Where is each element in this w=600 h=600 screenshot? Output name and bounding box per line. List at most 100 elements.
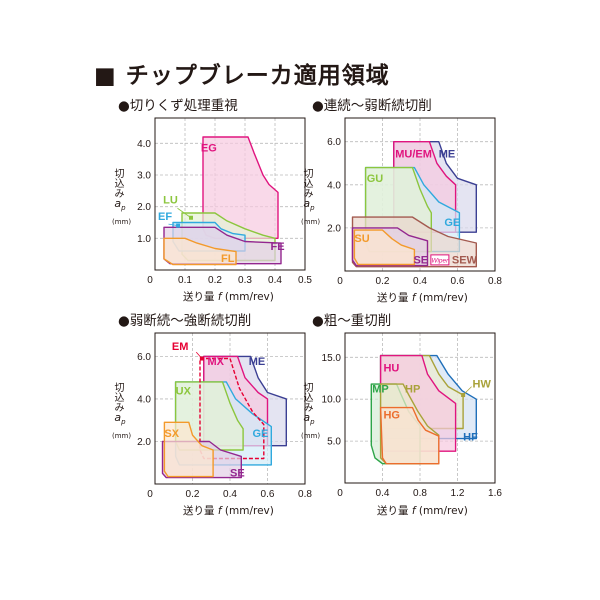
- region-label-ge: GE: [444, 217, 460, 229]
- region-label-ge: GE: [253, 428, 269, 440]
- x-axis-label-text: 送り量: [377, 292, 409, 304]
- region-label-ef: EF: [158, 211, 172, 223]
- y-tick-label: 6.0: [327, 137, 341, 148]
- x-tick-label: 0.6: [261, 489, 275, 500]
- y-tick-label: 4.0: [137, 139, 151, 150]
- leader-dot: [176, 223, 181, 228]
- plot-frame: [344, 117, 496, 272]
- region-label-hf: HF: [463, 431, 478, 443]
- y-axis-variable: ap: [114, 411, 126, 427]
- y-tick-label: 2.0: [137, 437, 151, 448]
- y-axis-label: 切込み ap (mm): [112, 168, 132, 228]
- x-tick-label: 0.4: [268, 275, 282, 286]
- x-tick-label: 0.8: [488, 276, 502, 287]
- y-tick-label: 3.0: [137, 171, 151, 182]
- y-axis-variable-subscript: p: [121, 204, 126, 213]
- chart-title: ●弱断続～強断続切削: [118, 313, 252, 329]
- y-axis-unit: (mm): [301, 432, 321, 441]
- y-axis-label: 切込み ap (mm): [301, 382, 321, 442]
- y-tick-label: 2.0: [137, 202, 151, 213]
- region-label-fl: FL: [221, 253, 235, 265]
- x-tick-label: 1.6: [488, 488, 502, 499]
- region-label-eg: EG: [201, 142, 217, 154]
- y-axis-unit: (mm): [112, 432, 132, 441]
- y-axis-variable: ap: [303, 411, 315, 427]
- x-tick-label: 0.4: [223, 489, 237, 500]
- x-tick-label: 0.6: [451, 276, 465, 287]
- chart-title: ●切りくず処理重視: [118, 98, 238, 114]
- region-label-sew: SEW: [452, 254, 478, 266]
- region-label-mx: MX: [208, 356, 225, 368]
- x-tick-label: 0.8: [413, 488, 427, 499]
- x-axis-label: 送り量 f (mm/rev): [183, 503, 274, 518]
- y-axis-label-text: 切込み: [112, 168, 123, 198]
- x-axis-unit: (mm/rev): [418, 292, 468, 304]
- region-label-se: SE: [413, 254, 428, 266]
- region-label-lu: LU: [163, 195, 178, 207]
- y-tick-label: 1.0: [137, 234, 151, 245]
- plot-frame: [154, 332, 306, 485]
- region-label-sx: SX: [164, 428, 179, 440]
- x-tick-label: 0.4: [413, 276, 427, 287]
- y-axis-label-text: 切込み: [112, 382, 123, 412]
- x-axis-variable: f: [217, 505, 222, 517]
- x-tick-label: 0.2: [186, 489, 200, 500]
- x-tick-label: 0.8: [298, 489, 312, 500]
- x-tick-label: 0.3: [238, 275, 252, 286]
- leader-dot: [199, 356, 204, 361]
- region-label-hp: HP: [405, 383, 420, 395]
- x-tick-label: 1.2: [451, 488, 465, 499]
- x-tick-label: 0.2: [376, 276, 390, 287]
- y-tick-label: 10.0: [322, 395, 342, 406]
- x-tick-label: 0.2: [208, 275, 222, 286]
- region-label-mu-em: MU/EM: [395, 149, 432, 161]
- region-label-hg: HG: [383, 409, 400, 421]
- wiper-badge: [430, 254, 450, 266]
- x-tick-label: 0.1: [178, 275, 192, 286]
- x-axis-label: 送り量 f (mm/rev): [377, 503, 468, 518]
- x-axis-label-text: 送り量: [183, 505, 215, 517]
- region-label-su: SU: [354, 233, 369, 245]
- x-axis-unit: (mm/rev): [418, 505, 468, 517]
- y-axis-label-text: 切込み: [301, 382, 312, 412]
- chart-title: ●粗～重切削: [312, 313, 392, 329]
- region-label-em: EM: [172, 341, 189, 353]
- region-label-hu: HU: [383, 363, 399, 375]
- x-axis-unit: (mm/rev): [224, 505, 274, 517]
- x-tick-label: 0: [147, 275, 153, 286]
- y-axis-unit: (mm): [301, 218, 321, 227]
- leader-dot: [461, 393, 466, 398]
- region-label-hw: HW: [473, 378, 492, 390]
- x-tick-label: 0: [337, 276, 343, 287]
- y-tick-label: 4.0: [327, 180, 341, 191]
- x-tick-label: 0.5: [298, 275, 312, 286]
- y-axis-label-text: 切込み: [301, 168, 312, 198]
- chart-title: ●連続～弱断続切削: [312, 98, 432, 114]
- x-axis-label: 送り量 f (mm/rev): [183, 289, 274, 304]
- x-axis-variable: f: [411, 292, 416, 304]
- region-label-me: ME: [249, 356, 266, 368]
- region-label-se: SE: [230, 468, 245, 480]
- leader-dot: [189, 215, 193, 220]
- y-axis-unit: (mm): [112, 218, 132, 227]
- page-title: ■ チップブレーカ適用領域: [94, 63, 390, 89]
- region-fl: [163, 237, 237, 266]
- x-axis-label-text: 送り量: [183, 291, 215, 303]
- region-sx: [163, 421, 214, 478]
- x-tick-label: 0: [337, 488, 343, 499]
- y-tick-label: 15.0: [322, 353, 342, 364]
- region-label-gu: GU: [367, 173, 384, 185]
- x-axis-label-text: 送り量: [377, 505, 409, 517]
- region-hg: [379, 406, 440, 465]
- y-axis-variable: ap: [303, 197, 315, 213]
- x-tick-label: 0.4: [376, 488, 390, 499]
- y-axis-label: 切込み ap (mm): [301, 168, 321, 228]
- x-axis-variable: f: [217, 291, 222, 303]
- y-tick-label: 5.0: [327, 437, 341, 448]
- y-tick-label: 2.0: [327, 223, 341, 234]
- y-axis-variable-subscript: p: [310, 204, 315, 213]
